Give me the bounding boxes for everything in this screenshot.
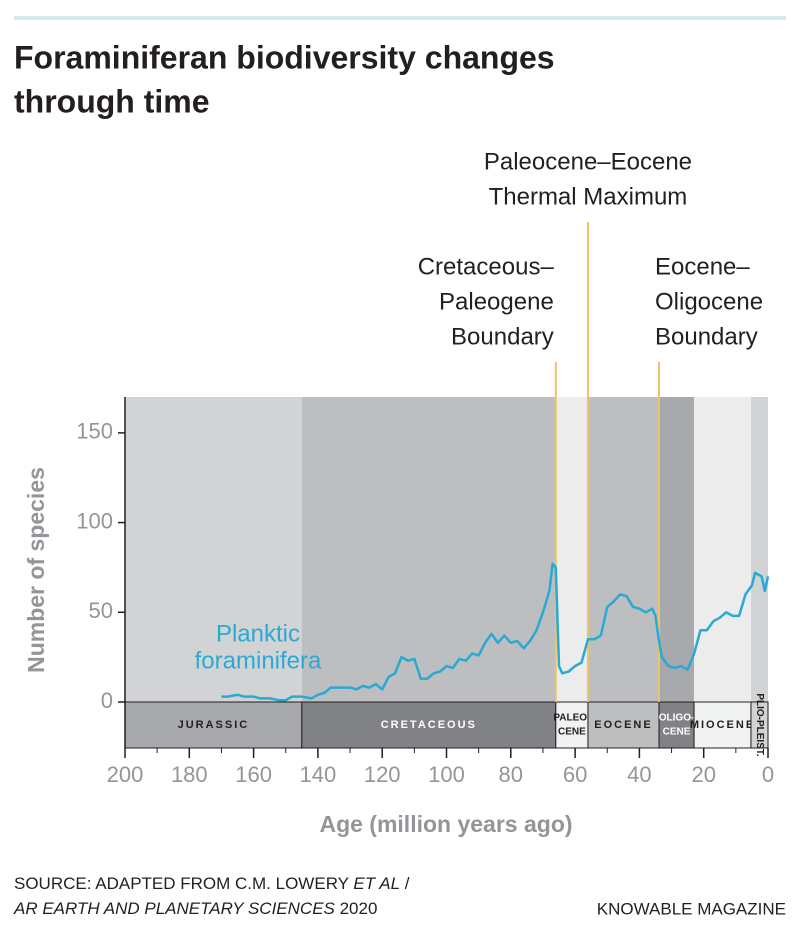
period-bar [124, 701, 303, 749]
period-bar [587, 701, 660, 749]
x-tick-label: 200 [107, 762, 144, 787]
x-tick-label: 40 [627, 762, 651, 787]
source-text: / [400, 874, 410, 893]
event-label: Paleogene [439, 288, 554, 315]
x-tick-label: 80 [499, 762, 523, 787]
x-tick-label: 160 [235, 762, 272, 787]
period-background [125, 397, 302, 702]
x-tick-label: 0 [762, 762, 774, 787]
credit: KNOWABLE MAGAZINE [597, 899, 786, 918]
x-tick-label: 180 [171, 762, 208, 787]
event-label: Boundary [451, 323, 554, 350]
x-tick-label: 60 [563, 762, 587, 787]
period-label: PALEO- [553, 713, 590, 724]
series-label: foraminifera [195, 647, 322, 674]
period-label: CENE [558, 727, 586, 738]
event-label: Paleocene–Eocene [484, 148, 692, 175]
period-bar [658, 701, 695, 749]
chart-title: Foraminiferan biodiversity changes [14, 39, 555, 75]
source: SOURCE: ADAPTED FROM C.M. LOWERY ET AL / [14, 874, 410, 893]
period-bar [750, 701, 769, 749]
source-text: SOURCE: ADAPTED FROM C.M. LOWERY [14, 874, 353, 893]
x-tick-label: 140 [300, 762, 337, 787]
event-label: Boundary [655, 323, 758, 350]
period-label: PLIO-PLEIST. [754, 693, 765, 757]
source: AR EARTH AND PLANETARY SCIENCES 2020 [13, 899, 377, 918]
period-label: JURASSIC [178, 719, 250, 731]
period-bar [301, 701, 557, 749]
period-background [750, 397, 768, 702]
y-tick-label: 150 [76, 419, 113, 444]
period-label: EOCENE [594, 719, 652, 731]
period-label: OLIGO- [659, 713, 695, 724]
x-axis-label: Age (million years ago) [319, 811, 572, 837]
source-text: ET AL [353, 874, 400, 893]
period-bar [555, 701, 589, 749]
period-background [301, 397, 556, 702]
source-text: AR EARTH AND PLANETARY SCIENCES [13, 899, 336, 918]
event-label: Eocene– [655, 253, 750, 280]
event-label: Oligocene [655, 288, 763, 315]
period-background [555, 397, 588, 702]
event-label: Cretaceous– [418, 253, 555, 280]
period-label: MIOCENE [690, 719, 755, 731]
y-tick-label: 50 [89, 598, 113, 623]
x-tick-label: 120 [364, 762, 401, 787]
source-text: 2020 [335, 899, 378, 918]
period-background [659, 397, 695, 702]
y-tick-label: 0 [101, 688, 113, 713]
period-background [694, 397, 751, 702]
y-axis-label: Number of species [23, 467, 49, 673]
period-label: CENE [663, 727, 691, 738]
period-bar [693, 701, 752, 749]
x-tick-label: 20 [691, 762, 715, 787]
period-background [587, 397, 660, 702]
chart-title: through time [14, 83, 210, 119]
series-label: Planktic [216, 620, 300, 647]
event-label: Thermal Maximum [489, 183, 688, 210]
x-tick-label: 100 [428, 762, 465, 787]
y-tick-label: 100 [76, 508, 113, 533]
period-label: CRETACEOUS [381, 719, 477, 731]
series-line [221, 562, 770, 702]
